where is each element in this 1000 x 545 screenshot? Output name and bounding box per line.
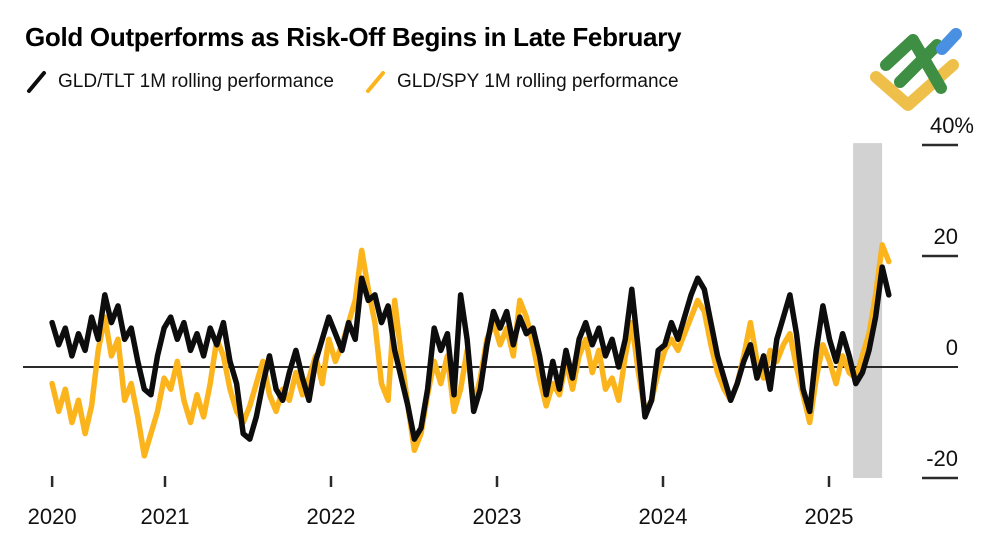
chart-title: Gold Outperforms as Risk-Off Begins in L… (25, 22, 682, 52)
series-gld-tlt (49, 264, 892, 442)
litefinance-logo-icon (870, 28, 962, 111)
legend-item-gld-spy: GLD/SPY 1M rolling performance (364, 70, 679, 94)
y-tick-label: 40% (930, 113, 974, 138)
x-tick-label: 2025 (805, 504, 854, 529)
y-tick-label: 20 (934, 224, 958, 249)
x-tick-label: 2024 (639, 504, 688, 529)
x-tick-label: 2023 (473, 504, 522, 529)
yellow-slash-icon (365, 71, 385, 93)
x-tick-label: 2020 (28, 504, 77, 529)
y-tick-label: 0 (946, 335, 958, 360)
y-tick-label: -20 (926, 446, 958, 471)
legend-label-gld-tlt: GLD/TLT 1M rolling performance (58, 71, 334, 92)
legend-item-gld-tlt: GLD/TLT 1M rolling performance (25, 70, 334, 94)
legend-label-gld-spy: GLD/SPY 1M rolling performance (396, 71, 679, 92)
x-tick-label: 2022 (307, 504, 356, 529)
black-slash-icon (27, 71, 46, 93)
legend: GLD/TLT 1M rolling performance GLD/SPY 1… (25, 70, 679, 94)
x-tick-label: 2021 (141, 504, 190, 529)
